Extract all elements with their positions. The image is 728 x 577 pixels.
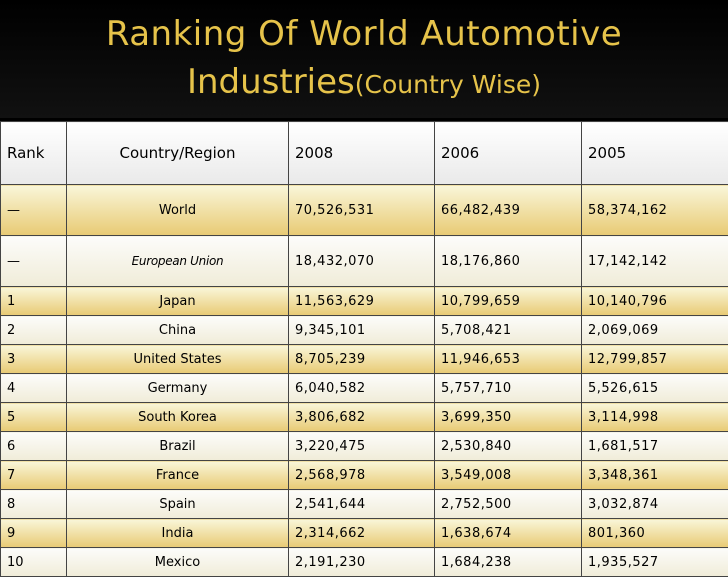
country-cell: Brazil: [67, 432, 289, 461]
table-row: 5 South Korea 3,806,682 3,699,350 3,114,…: [1, 403, 728, 432]
rank-cell: 6: [1, 432, 67, 461]
country-cell: China: [67, 316, 289, 345]
value-2006-cell: 5,708,421: [435, 316, 582, 345]
rank-cell: —: [1, 185, 67, 236]
country-cell: United States: [67, 345, 289, 374]
value-2005-cell: 12,799,857: [582, 345, 728, 374]
value-2006-cell: 3,699,350: [435, 403, 582, 432]
value-2005-cell: 2,069,069: [582, 316, 728, 345]
table-row: 1 Japan 11,563,629 10,799,659 10,140,796: [1, 287, 728, 316]
title-main: Industries: [187, 62, 355, 102]
country-cell: European Union: [67, 236, 289, 287]
value-2008-cell: 2,541,644: [289, 490, 435, 519]
rank-cell: 8: [1, 490, 67, 519]
value-2006-cell: 10,799,659: [435, 287, 582, 316]
value-2008-cell: 2,568,978: [289, 461, 435, 490]
value-2006-cell: 2,530,840: [435, 432, 582, 461]
value-2005-cell: 1,681,517: [582, 432, 728, 461]
table-row: 8 Spain 2,541,644 2,752,500 3,032,874: [1, 490, 728, 519]
header-rank: Rank: [1, 122, 67, 185]
header-country: Country/Region: [67, 122, 289, 185]
table-row: 6 Brazil 3,220,475 2,530,840 1,681,517: [1, 432, 728, 461]
value-2005-cell: 1,935,527: [582, 548, 728, 577]
value-2008-cell: 70,526,531: [289, 185, 435, 236]
value-2006-cell: 11,946,653: [435, 345, 582, 374]
country-cell: South Korea: [67, 403, 289, 432]
value-2008-cell: 18,432,070: [289, 236, 435, 287]
rank-cell: 4: [1, 374, 67, 403]
country-cell: Germany: [67, 374, 289, 403]
country-cell: Spain: [67, 490, 289, 519]
value-2008-cell: 2,191,230: [289, 548, 435, 577]
rank-cell: 1: [1, 287, 67, 316]
value-2008-cell: 9,345,101: [289, 316, 435, 345]
value-2006-cell: 1,684,238: [435, 548, 582, 577]
value-2005-cell: 3,348,361: [582, 461, 728, 490]
value-2005-cell: 5,526,615: [582, 374, 728, 403]
value-2005-cell: 17,142,142: [582, 236, 728, 287]
country-cell: World: [67, 185, 289, 236]
country-cell: Japan: [67, 287, 289, 316]
header-2008: 2008: [289, 122, 435, 185]
value-2006-cell: 18,176,860: [435, 236, 582, 287]
value-2005-cell: 3,114,998: [582, 403, 728, 432]
rank-cell: —: [1, 236, 67, 287]
header-2006: 2006: [435, 122, 582, 185]
value-2005-cell: 801,360: [582, 519, 728, 548]
slide-title: Ranking Of World Automotive Industries(C…: [0, 0, 728, 118]
rank-cell: 7: [1, 461, 67, 490]
rank-cell: 5: [1, 403, 67, 432]
header-row: Rank Country/Region 2008 2006 2005: [1, 122, 728, 185]
value-2005-cell: 3,032,874: [582, 490, 728, 519]
slide: Ranking Of World Automotive Industries(C…: [0, 0, 728, 546]
country-cell: France: [67, 461, 289, 490]
header-2005: 2005: [582, 122, 728, 185]
table-row: 4 Germany 6,040,582 5,757,710 5,526,615: [1, 374, 728, 403]
table-row: 7 France 2,568,978 3,549,008 3,348,361: [1, 461, 728, 490]
value-2008-cell: 3,220,475: [289, 432, 435, 461]
ranking-table: Rank Country/Region 2008 2006 2005 — Wor…: [0, 121, 728, 577]
value-2006-cell: 3,549,008: [435, 461, 582, 490]
value-2006-cell: 1,638,674: [435, 519, 582, 548]
table-row: 9 India 2,314,662 1,638,674 801,360: [1, 519, 728, 548]
value-2008-cell: 3,806,682: [289, 403, 435, 432]
table-row: — European Union 18,432,070 18,176,860 1…: [1, 236, 728, 287]
table-row: 2 China 9,345,101 5,708,421 2,069,069: [1, 316, 728, 345]
rank-cell: 9: [1, 519, 67, 548]
value-2008-cell: 8,705,239: [289, 345, 435, 374]
rank-cell: 2: [1, 316, 67, 345]
rank-cell: 10: [1, 548, 67, 577]
country-cell: India: [67, 519, 289, 548]
table-row: — World 70,526,531 66,482,439 58,374,162: [1, 185, 728, 236]
value-2005-cell: 10,140,796: [582, 287, 728, 316]
country-cell: Mexico: [67, 548, 289, 577]
value-2006-cell: 2,752,500: [435, 490, 582, 519]
value-2005-cell: 58,374,162: [582, 185, 728, 236]
value-2006-cell: 66,482,439: [435, 185, 582, 236]
value-2008-cell: 11,563,629: [289, 287, 435, 316]
title-line-1: Ranking Of World Automotive: [0, 14, 728, 54]
title-line-2: Industries(Country Wise): [0, 62, 728, 102]
value-2006-cell: 5,757,710: [435, 374, 582, 403]
table-row: 3 United States 8,705,239 11,946,653 12,…: [1, 345, 728, 374]
rank-cell: 3: [1, 345, 67, 374]
value-2008-cell: 2,314,662: [289, 519, 435, 548]
table-row: 10 Mexico 2,191,230 1,684,238 1,935,527: [1, 548, 728, 577]
title-subtitle: (Country Wise): [355, 70, 541, 99]
value-2008-cell: 6,040,582: [289, 374, 435, 403]
